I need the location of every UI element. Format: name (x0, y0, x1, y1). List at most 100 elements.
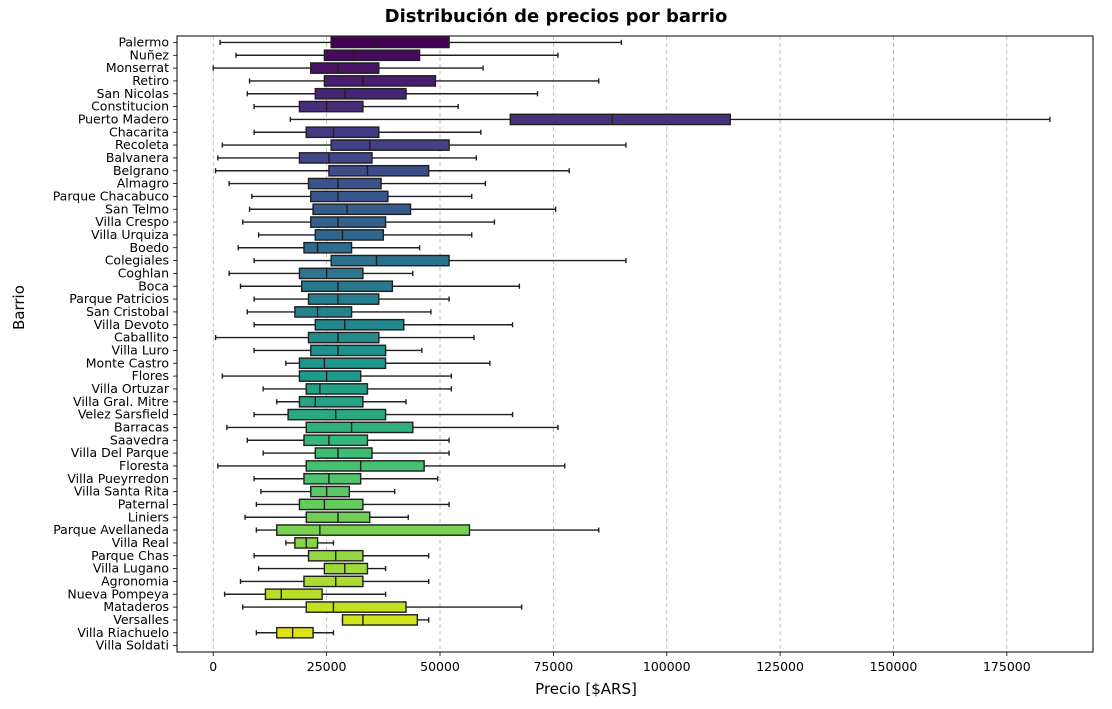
y-tick-label-44: Mataderos (103, 599, 169, 614)
box-43 (264, 588, 323, 601)
box-36 (298, 498, 364, 511)
y-tick-label-22: Villa Devoto (94, 317, 169, 332)
y-tick-label-46: Villa Riachuelo (77, 625, 169, 640)
y-tick-label-5: Constitucion (91, 99, 169, 114)
box-25 (298, 357, 387, 370)
y-tick-label-43: Nueva Pompeya (67, 586, 169, 601)
box-5 (298, 100, 364, 113)
box-0 (330, 36, 450, 49)
y-tick-label-33: Floresta (119, 458, 169, 473)
y-tick-label-25: Monte Castro (86, 355, 169, 370)
y-tick-label-34: Villa Pueyrredon (67, 471, 169, 486)
x-tick-label-5: 125000 (756, 659, 804, 674)
x-tick-label-3: 75000 (533, 659, 573, 674)
y-tick-label-10: Belgrano (113, 163, 169, 178)
box-26 (298, 370, 362, 382)
plot-frame (176, 35, 1094, 653)
x-tick-label-6: 150000 (870, 659, 918, 674)
y-tick-label-38: Parque Avellaneda (53, 522, 169, 537)
box-6 (509, 113, 731, 126)
box-31 (303, 434, 369, 447)
box-4 (314, 87, 407, 100)
y-tick-label-19: Boca (138, 278, 169, 293)
y-tick-label-24: Villa Luro (111, 342, 169, 357)
box-12 (310, 190, 389, 203)
y-tick-label-37: Liniers (128, 509, 169, 524)
y-tick-label-26: Flores (132, 368, 169, 383)
box-27 (305, 383, 369, 395)
y-tick-label-35: Villa Santa Rita (74, 484, 169, 499)
x-axis-label: Precio [$ARS] (535, 680, 637, 698)
chart-title: Distribución de precios por barrio (384, 6, 728, 27)
y-tick-label-42: Agronomia (101, 573, 169, 588)
y-tick-label-7: Chacarita (109, 124, 169, 139)
y-tick-label-15: Villa Urquiza (91, 227, 169, 242)
y-tick-label-32: Villa Del Parque (71, 445, 170, 460)
box-18 (298, 267, 364, 280)
y-tick-label-23: Caballito (114, 330, 169, 345)
box-46 (276, 626, 314, 639)
y-tick-label-18: Coghlan (118, 265, 169, 280)
y-tick-label-1: Nuñez (130, 47, 170, 62)
y-tick-label-40: Parque Chas (91, 548, 169, 563)
y-tick-label-14: Villa Crespo (95, 214, 169, 229)
y-tick-label-20: Parque Patricios (69, 291, 169, 306)
box-7 (305, 126, 380, 139)
box-1 (323, 49, 421, 62)
y-tick-label-41: Villa Lugano (93, 561, 169, 576)
box-10 (328, 164, 430, 177)
y-tick-label-16: Boedo (130, 240, 170, 255)
box-11 (307, 177, 382, 190)
y-tick-label-3: Retiro (132, 73, 169, 88)
box-24 (310, 344, 387, 357)
box-32 (314, 447, 373, 459)
y-tick-label-39: Villa Real (112, 535, 169, 550)
y-tick-label-8: Recoleta (115, 137, 169, 152)
y-tick-label-9: Balvanera (106, 150, 169, 165)
box-22 (314, 318, 405, 331)
y-tick-label-17: Colegiales (105, 253, 169, 268)
y-tick-label-13: San Telmo (105, 201, 169, 216)
y-tick-label-11: Almagro (117, 176, 169, 191)
box-28 (298, 395, 364, 408)
box-38 (276, 524, 471, 536)
box-30 (305, 421, 414, 434)
y-tick-label-36: Paternal (118, 496, 169, 511)
y-tick-label-45: Versalles (113, 612, 169, 627)
x-tick-label-1: 25000 (307, 659, 347, 674)
x-tick-label-0: 0 (209, 659, 217, 674)
box-21 (294, 306, 353, 318)
box-16 (303, 241, 353, 254)
y-tick-label-29: Velez Sarsfield (78, 407, 169, 422)
y-tick-label-12: Parque Chacabuco (53, 188, 169, 203)
x-tick-label-2: 50000 (420, 659, 460, 674)
y-tick-label-2: Monserrat (106, 60, 169, 75)
x-tick-label-7: 175000 (983, 659, 1031, 674)
box-44 (305, 601, 407, 613)
box-42 (303, 575, 364, 588)
box-13 (312, 203, 412, 216)
box-41 (323, 562, 369, 575)
y-axis-label: Barrio (10, 285, 28, 330)
y-tick-label-31: Saavedra (110, 432, 169, 447)
y-tick-label-21: San Cristobal (86, 304, 169, 319)
y-tick-label-47: Villa Soldati (96, 638, 169, 653)
box-29 (287, 408, 387, 421)
box-14 (310, 216, 387, 228)
y-tick-label-27: Villa Ortuzar (92, 381, 170, 396)
box-2 (310, 62, 380, 74)
y-tick-label-28: Villa Gral. Mitre (73, 394, 169, 409)
box-23 (307, 331, 380, 344)
box-33 (305, 460, 425, 472)
x-tick-label-4: 100000 (643, 659, 691, 674)
y-tick-label-4: San Nicolas (97, 86, 169, 101)
box-9 (298, 152, 373, 164)
box-3 (323, 75, 437, 87)
y-tick-label-30: Barracas (114, 419, 169, 434)
box-34 (303, 472, 362, 485)
y-tick-label-0: Palermo (118, 34, 169, 49)
box-15 (314, 229, 385, 241)
box-35 (310, 485, 351, 498)
box-8 (330, 139, 450, 151)
